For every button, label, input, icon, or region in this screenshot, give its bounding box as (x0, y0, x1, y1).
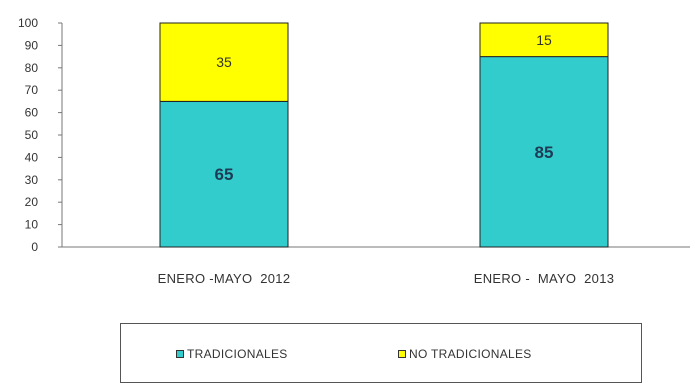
legend-item-no-tradicionales: NO TRADICIONALES (398, 347, 532, 361)
legend: TRADICIONALES NO TRADICIONALES (120, 323, 642, 383)
bar-segment (159, 22, 289, 102)
x-category-label: ENERO - MAYO 2013 (474, 271, 615, 286)
y-tick-label: 10 (25, 218, 39, 232)
data-label: 35 (216, 54, 232, 70)
legend-swatch-tradicionales (176, 350, 184, 358)
data-label: 85 (535, 143, 554, 162)
data-label: 65 (215, 165, 234, 184)
x-category-label: ENERO -MAYO 2012 (158, 271, 291, 286)
data-labels: 65 35 85 15 (215, 32, 554, 184)
y-tick-label: 70 (25, 83, 39, 97)
data-label: 15 (536, 32, 552, 48)
y-tick-label: 20 (25, 195, 39, 209)
y-tick-label: 60 (25, 106, 39, 120)
bar-segment (479, 22, 609, 58)
bar-segment (159, 100, 289, 248)
legend-item-tradicionales: TRADICIONALES (176, 347, 288, 361)
legend-swatch-no-tradicionales (398, 350, 406, 358)
y-tick-label: 30 (25, 173, 39, 187)
legend-label-no-tradicionales: NO TRADICIONALES (409, 347, 532, 361)
x-axis-categories: ENERO -MAYO 2012 ENERO - MAYO 2013 (158, 271, 615, 286)
y-tick-label: 90 (25, 38, 39, 52)
y-tick-label: 50 (25, 128, 39, 142)
y-tick-label: 40 (25, 150, 39, 164)
stacked-bar-chart: 0 10 20 30 40 50 60 70 80 90 100 65 35 85 15 ENERO -M… (18, 16, 690, 286)
bar-segment (479, 56, 609, 248)
y-tick-label: 100 (18, 16, 38, 30)
legend-label-tradicionales: TRADICIONALES (187, 347, 288, 361)
y-tick-label: 0 (31, 240, 38, 254)
y-tick-label: 80 (25, 61, 39, 75)
bars (159, 22, 609, 248)
